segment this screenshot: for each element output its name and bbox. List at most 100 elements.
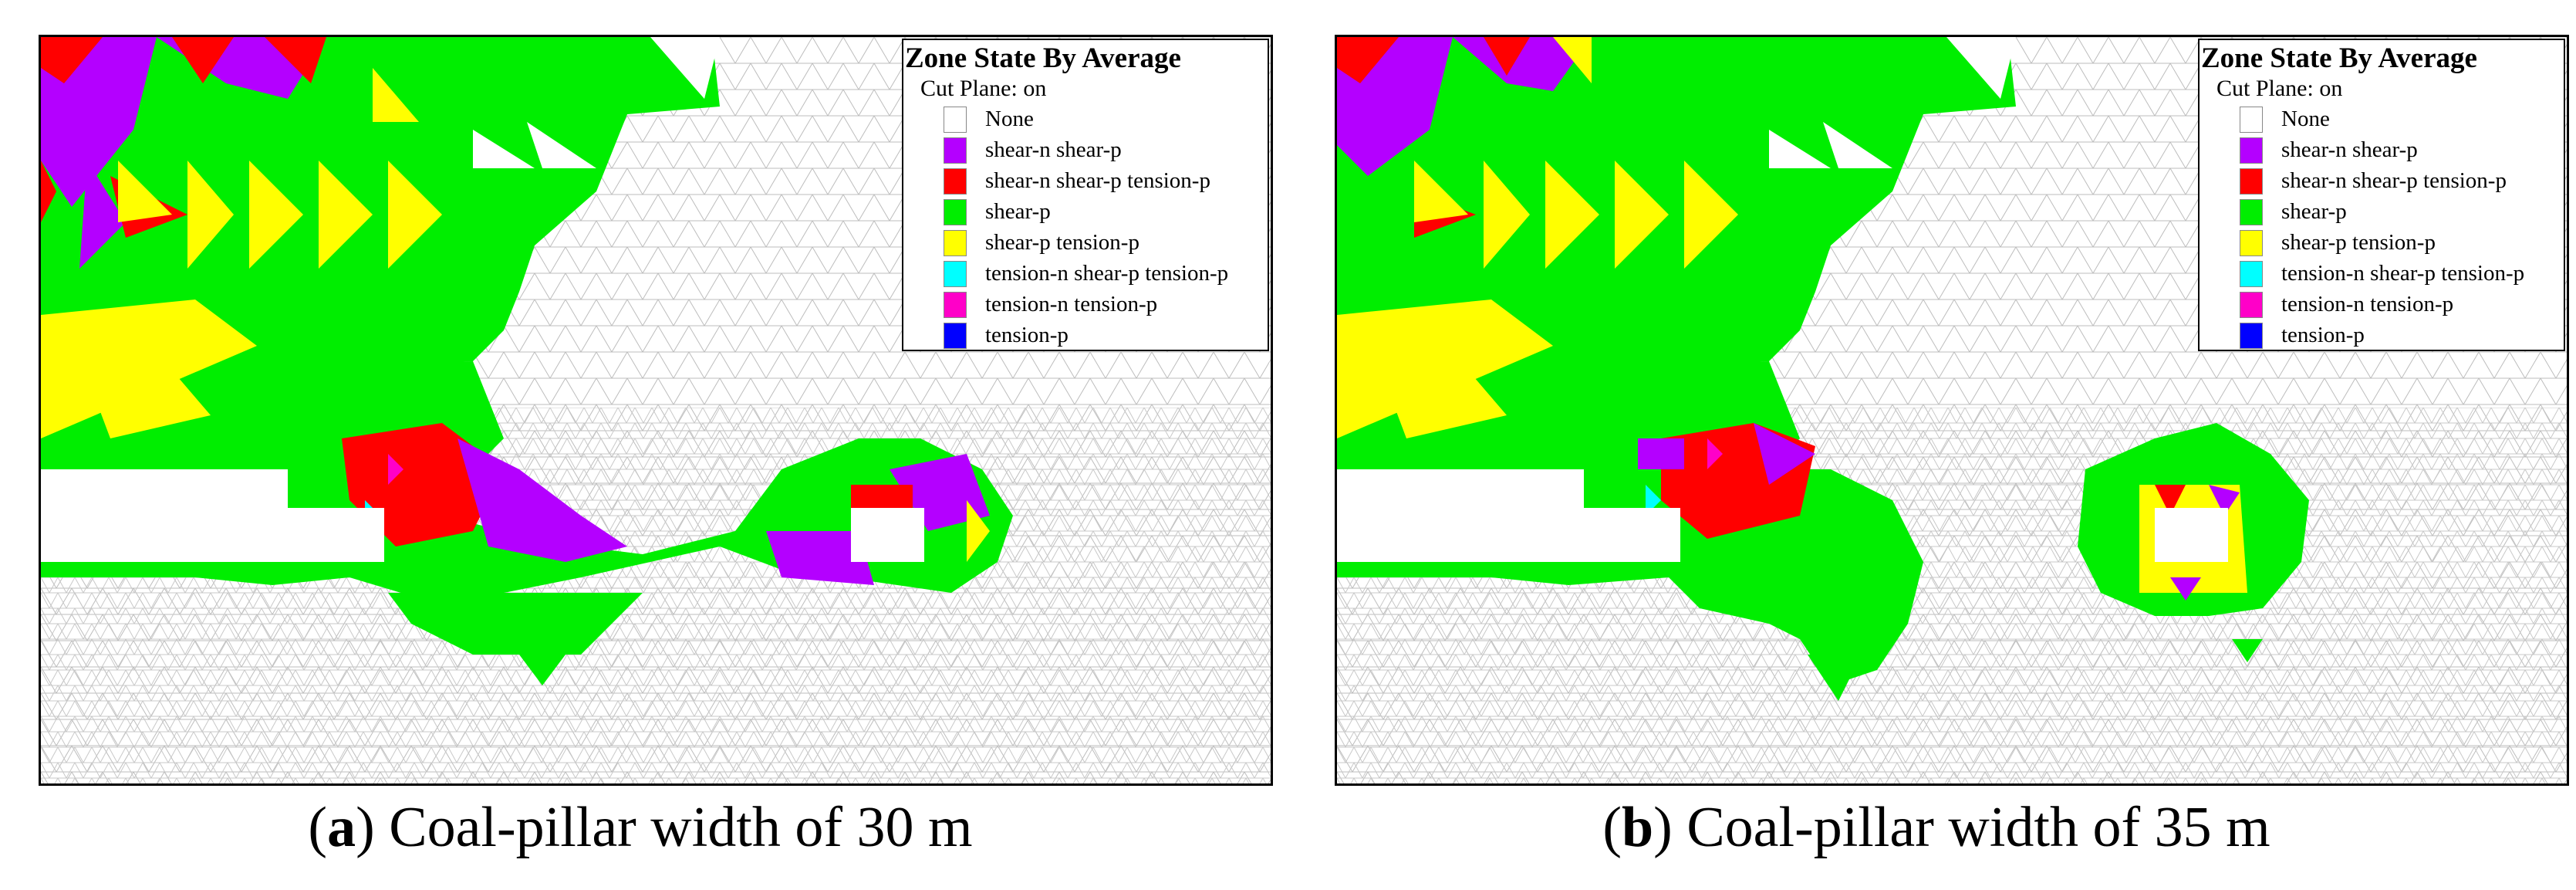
shear-n-shear-p-zone <box>2209 485 2240 516</box>
coal-roadway-left <box>1337 469 1584 562</box>
caption-text: Coal-pillar width of 35 m <box>1686 796 2270 859</box>
caption-close-paren: ) <box>356 796 375 859</box>
coal-roadway-step <box>1584 508 1680 562</box>
caption-letter: b <box>1622 796 1654 859</box>
swatch-shear-p-tension-p <box>2240 230 2263 256</box>
swatch-shear-p <box>2240 199 2263 225</box>
shear-n-shear-p-tension-p-zone <box>1337 37 1399 83</box>
shear-p-tension-p-zone <box>1553 37 1592 83</box>
swatch-tension-n-shear-p-tension-p <box>944 261 967 287</box>
legend-label: shear-n shear-p <box>2281 137 2418 162</box>
shear-n-shear-p-tension-p-zone <box>41 37 103 83</box>
swatch-none <box>944 107 967 133</box>
shear-n-shear-p-zone <box>457 438 627 562</box>
shear-n-shear-p-zone <box>1453 37 1592 91</box>
shear-n-shear-p-zone <box>41 37 157 207</box>
legend-label: shear-p <box>2281 199 2347 224</box>
legend-label: None <box>985 107 1034 131</box>
legend-label: shear-p <box>985 199 1051 224</box>
elastic-zone <box>650 37 720 99</box>
shear-n-shear-p-zone <box>1638 438 1684 469</box>
swatch-tension-n-shear-p-tension-p <box>2240 261 2263 287</box>
shear-p-tension-p-zone <box>1615 161 1669 269</box>
shear-p-tension-p-zone <box>1684 161 1738 269</box>
swatch-tension-p <box>2240 323 2263 349</box>
shear-n-shear-p-zone <box>2170 577 2201 601</box>
coal-roadway-right <box>851 508 924 562</box>
legend-label: tension-n tension-p <box>985 292 1158 316</box>
caption-open-paren: ( <box>308 796 328 859</box>
shear-n-shear-p-zone <box>890 454 990 531</box>
swatch-shear-n-shear-p <box>2240 137 2263 164</box>
swatch-shear-p <box>944 199 967 225</box>
swatch-none <box>2240 107 2263 133</box>
legend-label: None <box>2281 107 2330 131</box>
legend-label: tension-n tension-p <box>2281 292 2454 316</box>
shear-p-tension-p-zone <box>319 161 373 269</box>
shear-p-zone-ring <box>2232 639 2263 662</box>
shear-n-shear-p-zone <box>1754 423 1815 485</box>
shear-p-zone-upper <box>1337 37 2016 377</box>
shear-n-shear-p-zone <box>79 161 126 269</box>
shear-p-tension-p-zone <box>187 161 234 269</box>
zone-state-plot-a: Zone State By Average Cut Plane: on None… <box>39 35 1273 786</box>
legend-label: shear-n shear-p tension-p <box>985 168 1210 193</box>
legend-title: Zone State By Average <box>2201 42 2477 74</box>
coal-roadway-step <box>288 508 384 562</box>
shear-p-tension-p-zone <box>249 161 303 269</box>
shear-n-shear-p-tension-p-zone <box>172 37 234 83</box>
legend-a: Zone State By Average Cut Plane: on None… <box>902 39 1269 351</box>
shear-p-tension-p-zone <box>388 161 442 269</box>
shear-p-tension-p-zone <box>1414 161 1468 222</box>
caption-b: (b) Coal-pillar width of 35 m <box>1296 795 2576 861</box>
swatch-tension-n-tension-p <box>2240 292 2263 318</box>
shear-n-shear-p-tension-p-zone <box>1484 37 1530 76</box>
legend-label: shear-n shear-p tension-p <box>2281 168 2507 193</box>
legend-label: tension-p <box>985 323 1069 347</box>
elastic-zone <box>1946 37 2016 99</box>
tension-n-tension-p-zone <box>388 454 403 485</box>
legend-subtitle: Cut Plane: on <box>2216 76 2343 101</box>
shear-p-tension-p-zone <box>1383 361 1507 438</box>
swatch-tension-p <box>944 323 967 349</box>
legend-label: shear-p tension-p <box>2281 230 2436 255</box>
coal-roadway-right <box>2155 508 2228 562</box>
shear-n-shear-p-tension-p-zone <box>2155 485 2186 516</box>
swatch-shear-n-shear-p-tension-p <box>944 168 967 195</box>
shear-p-tension-p-zone <box>118 161 172 222</box>
swatch-shear-p-tension-p <box>944 230 967 256</box>
shear-p-tension-p-zone <box>1545 161 1599 269</box>
swatch-tension-n-tension-p <box>944 292 967 318</box>
shear-p-tension-p-zone <box>87 361 211 438</box>
shear-p-tension-p-zone <box>1484 161 1530 269</box>
shear-n-shear-p-tension-p-zone <box>41 161 56 222</box>
coal-roadway-left <box>41 469 288 562</box>
shear-p-zone-upper <box>41 37 720 377</box>
panel-a: Zone State By Average Cut Plane: on None… <box>0 0 1281 890</box>
shear-p-zone-lower <box>1808 655 1862 701</box>
legend-title: Zone State By Average <box>905 42 1181 74</box>
shear-n-shear-p-tension-p-zone <box>265 37 326 83</box>
shear-p-tension-p-zone <box>967 500 990 562</box>
caption-text: Coal-pillar width of 30 m <box>389 796 973 859</box>
caption-open-paren: ( <box>1602 796 1622 859</box>
tension-n-tension-p-zone <box>1707 438 1723 469</box>
caption-close-paren: ) <box>1653 796 1673 859</box>
panel-b: Zone State By Average Cut Plane: on None… <box>1296 0 2576 890</box>
shear-p-tension-p-zone <box>373 68 419 122</box>
shear-n-shear-p-zone <box>766 531 874 585</box>
swatch-shear-n-shear-p <box>944 137 967 164</box>
legend-subtitle: Cut Plane: on <box>920 76 1047 101</box>
elastic-zone <box>527 122 596 168</box>
shear-p-zone-lower <box>519 655 566 685</box>
caption-letter: a <box>327 796 356 859</box>
swatch-shear-n-shear-p-tension-p <box>2240 168 2263 195</box>
zone-state-mesh-b <box>1337 37 2567 783</box>
legend-label: shear-n shear-p <box>985 137 1122 162</box>
legend-label: shear-p tension-p <box>985 230 1139 255</box>
caption-a: (a) Coal-pillar width of 30 m <box>0 795 1281 861</box>
legend-label: tension-n shear-p tension-p <box>985 261 1229 286</box>
zone-state-plot-b: Zone State By Average Cut Plane: on None… <box>1335 35 2569 786</box>
elastic-zone <box>1823 122 1892 168</box>
legend-label: tension-n shear-p tension-p <box>2281 261 2525 286</box>
